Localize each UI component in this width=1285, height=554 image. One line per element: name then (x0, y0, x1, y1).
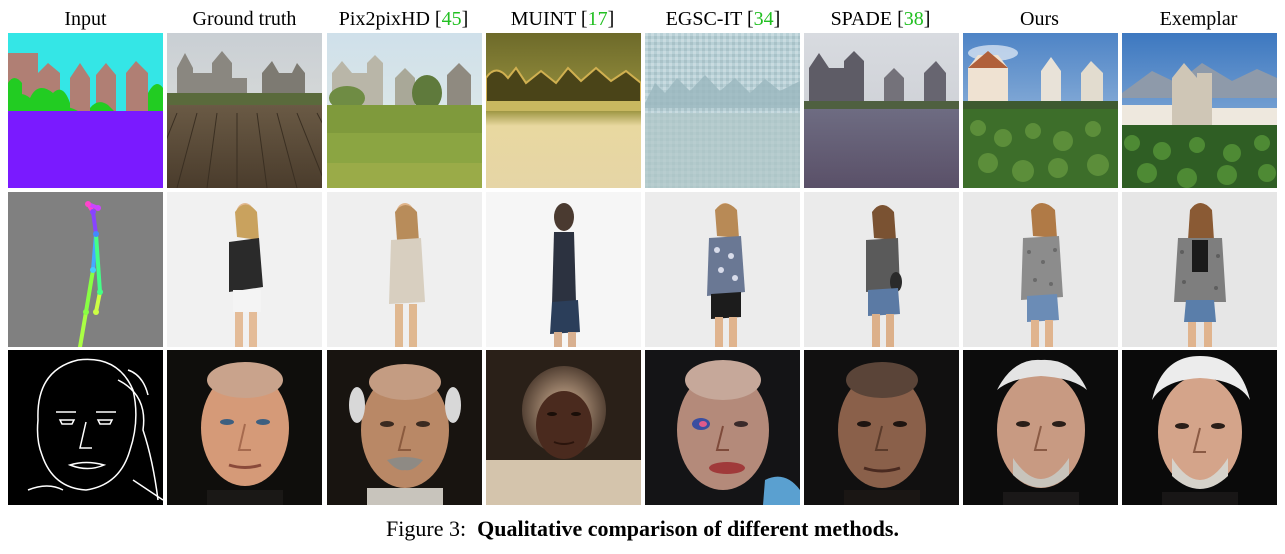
citation-link[interactable]: 38 (904, 8, 924, 30)
ground-truth-image (167, 33, 322, 188)
egsc-it-result-image (645, 192, 800, 347)
exemplar-image (1122, 350, 1277, 505)
ours-result-image (963, 33, 1118, 188)
caption-text: Qualitative comparison of different meth… (477, 516, 899, 541)
column-header-muint: MUINT [17] (485, 6, 640, 32)
ours-result-image (963, 350, 1118, 505)
segmentation-mask-image (8, 33, 163, 188)
pix2pixhd-result-image (327, 350, 482, 505)
column-header-spade: SPADE [38] (803, 6, 958, 32)
exemplar-image (1122, 33, 1277, 188)
muint-result-image (486, 192, 641, 347)
citation-link[interactable]: 17 (588, 8, 608, 30)
exemplar-image (1122, 192, 1277, 347)
citation-link[interactable]: 34 (754, 8, 774, 30)
ground-truth-image (167, 192, 322, 347)
muint-result-image (486, 33, 641, 188)
pix2pixhd-result-image (327, 33, 482, 188)
column-header-ours: Ours (962, 6, 1117, 32)
column-header-egsc-it: EGSC-IT [34] (643, 6, 803, 32)
caption-prefix: Figure 3: (386, 516, 466, 541)
column-header-input: Input (8, 6, 163, 32)
egsc-it-result-image (645, 33, 800, 188)
spade-result-image (804, 192, 959, 347)
ground-truth-image (167, 350, 322, 505)
ours-result-image (963, 192, 1118, 347)
pose-keypoints-image (8, 192, 163, 347)
spade-result-image (804, 33, 959, 188)
edge-map-image (8, 350, 163, 505)
figure-caption: Figure 3: Qualitative comparison of diff… (0, 514, 1285, 544)
spade-result-image (804, 350, 959, 505)
pix2pixhd-result-image (327, 192, 482, 347)
column-header-exemplar: Exemplar (1121, 6, 1276, 32)
muint-result-image (486, 350, 641, 505)
column-header-ground-truth: Ground truth (167, 6, 322, 32)
column-header-pix2pixhd: Pix2pixHD [45] (322, 6, 485, 32)
egsc-it-result-image (645, 350, 800, 505)
citation-link[interactable]: 45 (442, 8, 462, 30)
